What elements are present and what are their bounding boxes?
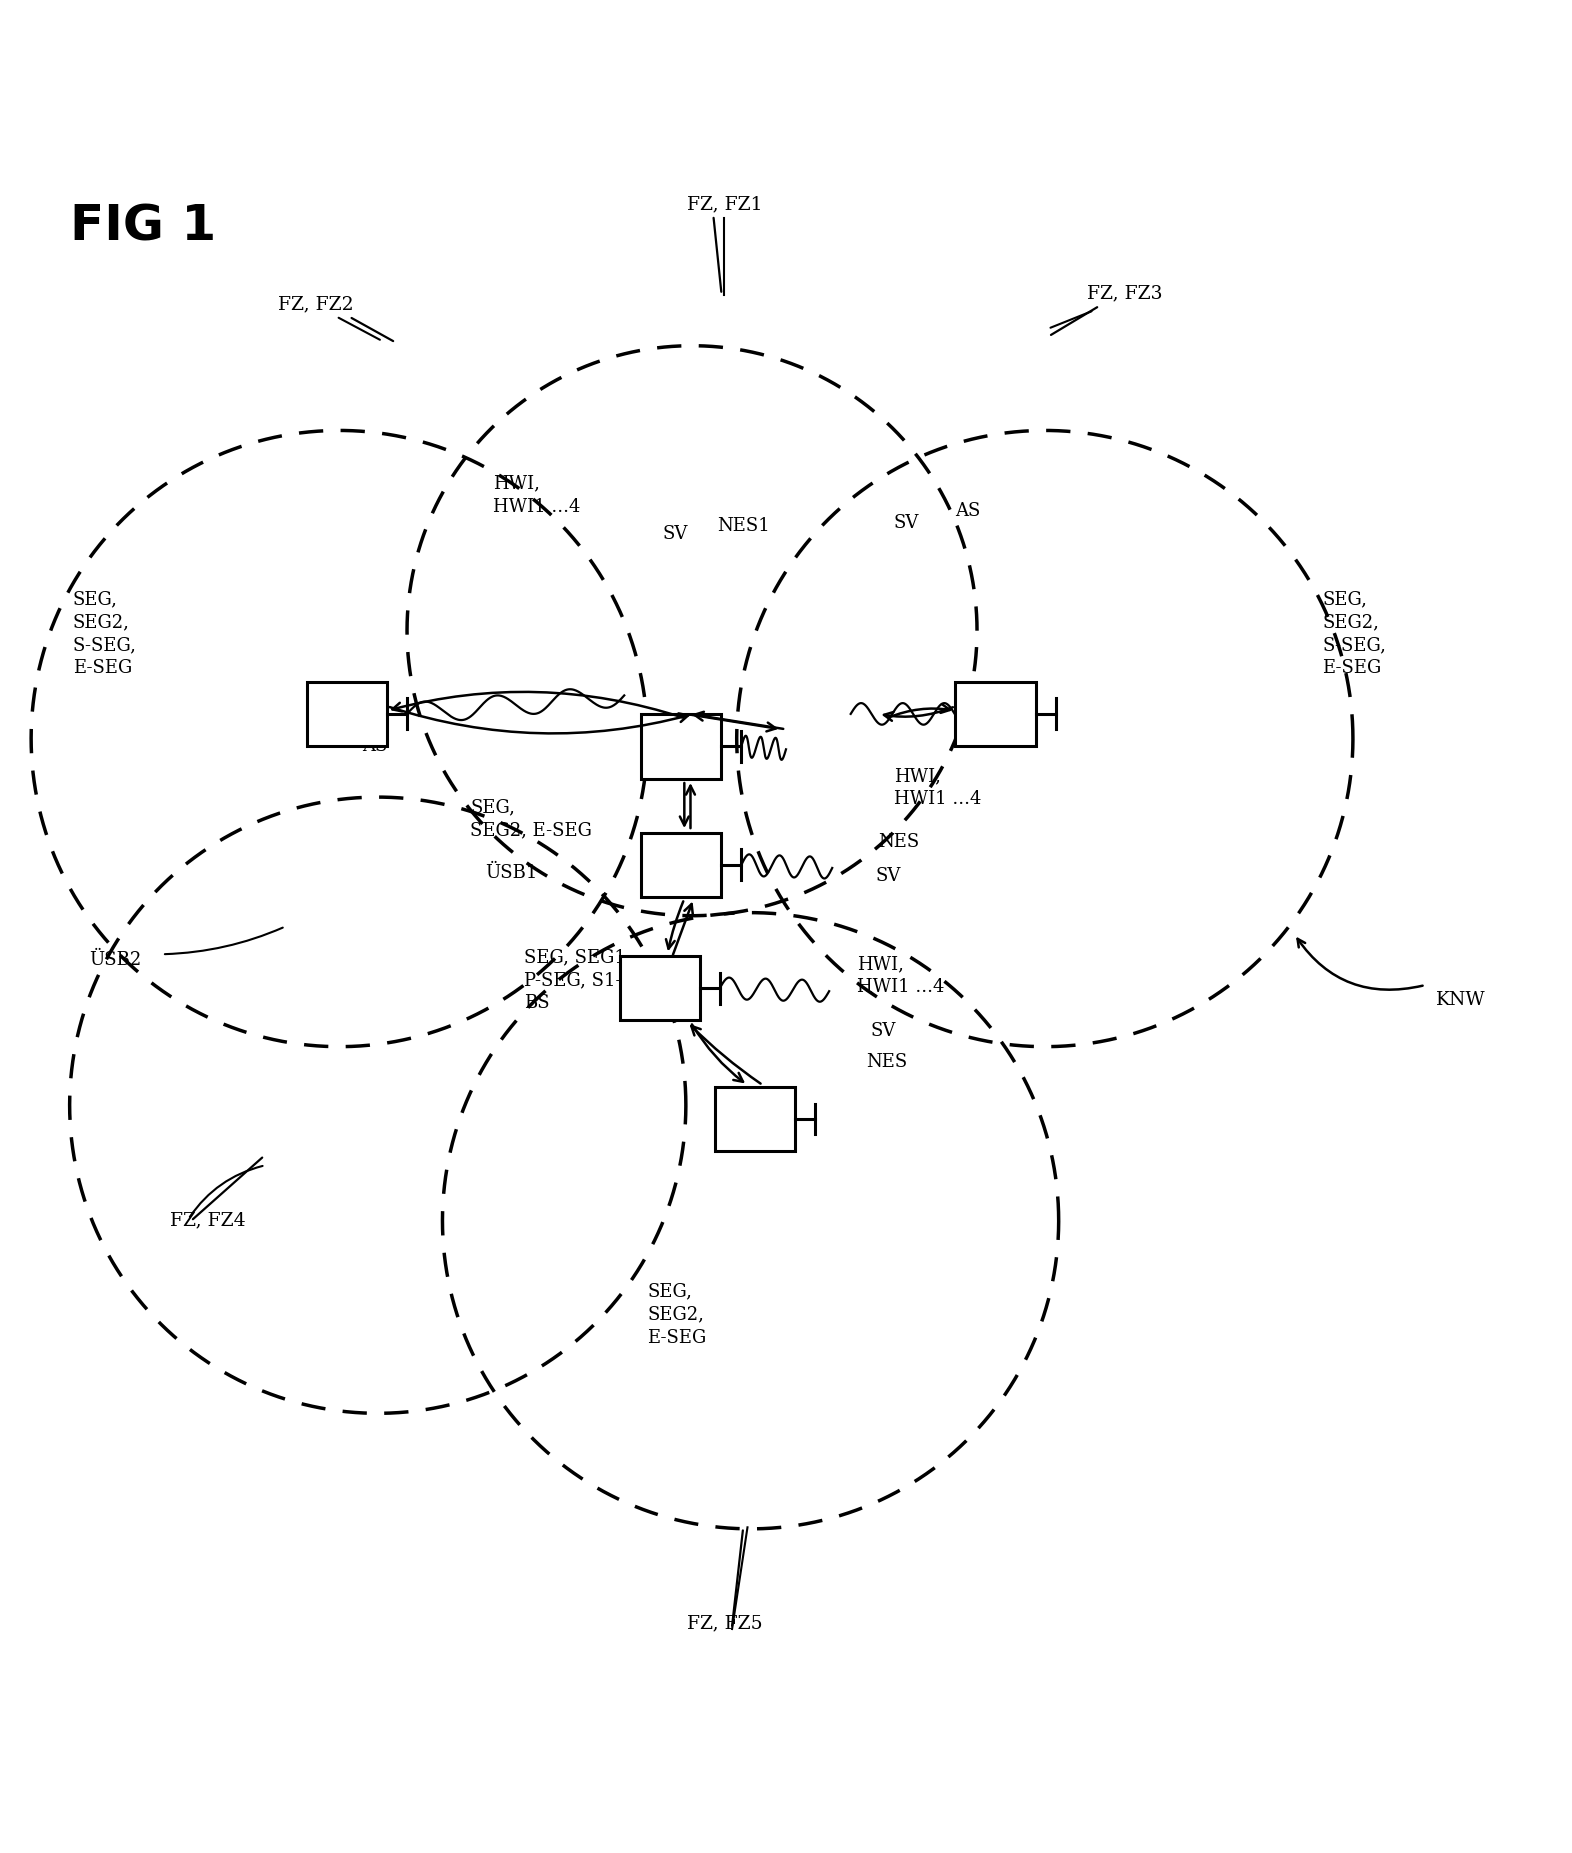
Text: SV: SV [876, 867, 901, 884]
Text: SEG,
SEG2, E-SEG: SEG, SEG2, E-SEG [470, 799, 593, 839]
Text: ÜSB1: ÜSB1 [486, 863, 538, 882]
Text: SV: SV [663, 524, 689, 543]
Bar [619, 956, 700, 1021]
Bar [307, 682, 387, 747]
Text: ÜSB2: ÜSB2 [90, 951, 141, 969]
Text: NES: NES [866, 1053, 907, 1071]
Text: HWI,
HWI1 ...4: HWI, HWI1 ...4 [894, 767, 981, 808]
Text: KNW: KNW [1437, 991, 1486, 1010]
Text: NES1: NES1 [717, 517, 769, 536]
Text: AS: AS [956, 502, 981, 519]
Bar [641, 832, 722, 897]
Text: FIG 1: FIG 1 [69, 202, 215, 250]
Bar [641, 713, 722, 778]
Text: SEG,
SEG2,
S-SEG,
E-SEG: SEG, SEG2, S-SEG, E-SEG [1322, 591, 1387, 676]
Text: SEG, SEG1,
P-SEG, S1-SEG,
BS: SEG, SEG1, P-SEG, S1-SEG, BS [523, 949, 667, 1012]
Text: SEG,
SEG2,
E-SEG: SEG, SEG2, E-SEG [648, 1282, 706, 1347]
Text: FZ, FZ5: FZ, FZ5 [687, 1614, 762, 1632]
Text: HWI,
HWI1 ...4: HWI, HWI1 ...4 [857, 956, 945, 997]
Text: NES: NES [879, 832, 920, 851]
Bar [956, 682, 1036, 747]
Text: SV: SV [871, 1023, 896, 1040]
Text: FZ, FZ1: FZ, FZ1 [687, 195, 762, 213]
Bar [715, 1086, 795, 1151]
Text: FZ, FZ2: FZ, FZ2 [278, 295, 354, 313]
Text: SEG,
SEG2,
S-SEG,
E-SEG: SEG, SEG2, S-SEG, E-SEG [72, 591, 137, 676]
Text: AS: AS [362, 737, 388, 754]
Text: FZ, FZ4: FZ, FZ4 [170, 1212, 245, 1230]
Text: SV: SV [894, 513, 920, 532]
Text: FZ, FZ3: FZ, FZ3 [1088, 285, 1163, 302]
Text: HWI,
HWI1 ...4: HWI, HWI1 ...4 [494, 474, 580, 515]
